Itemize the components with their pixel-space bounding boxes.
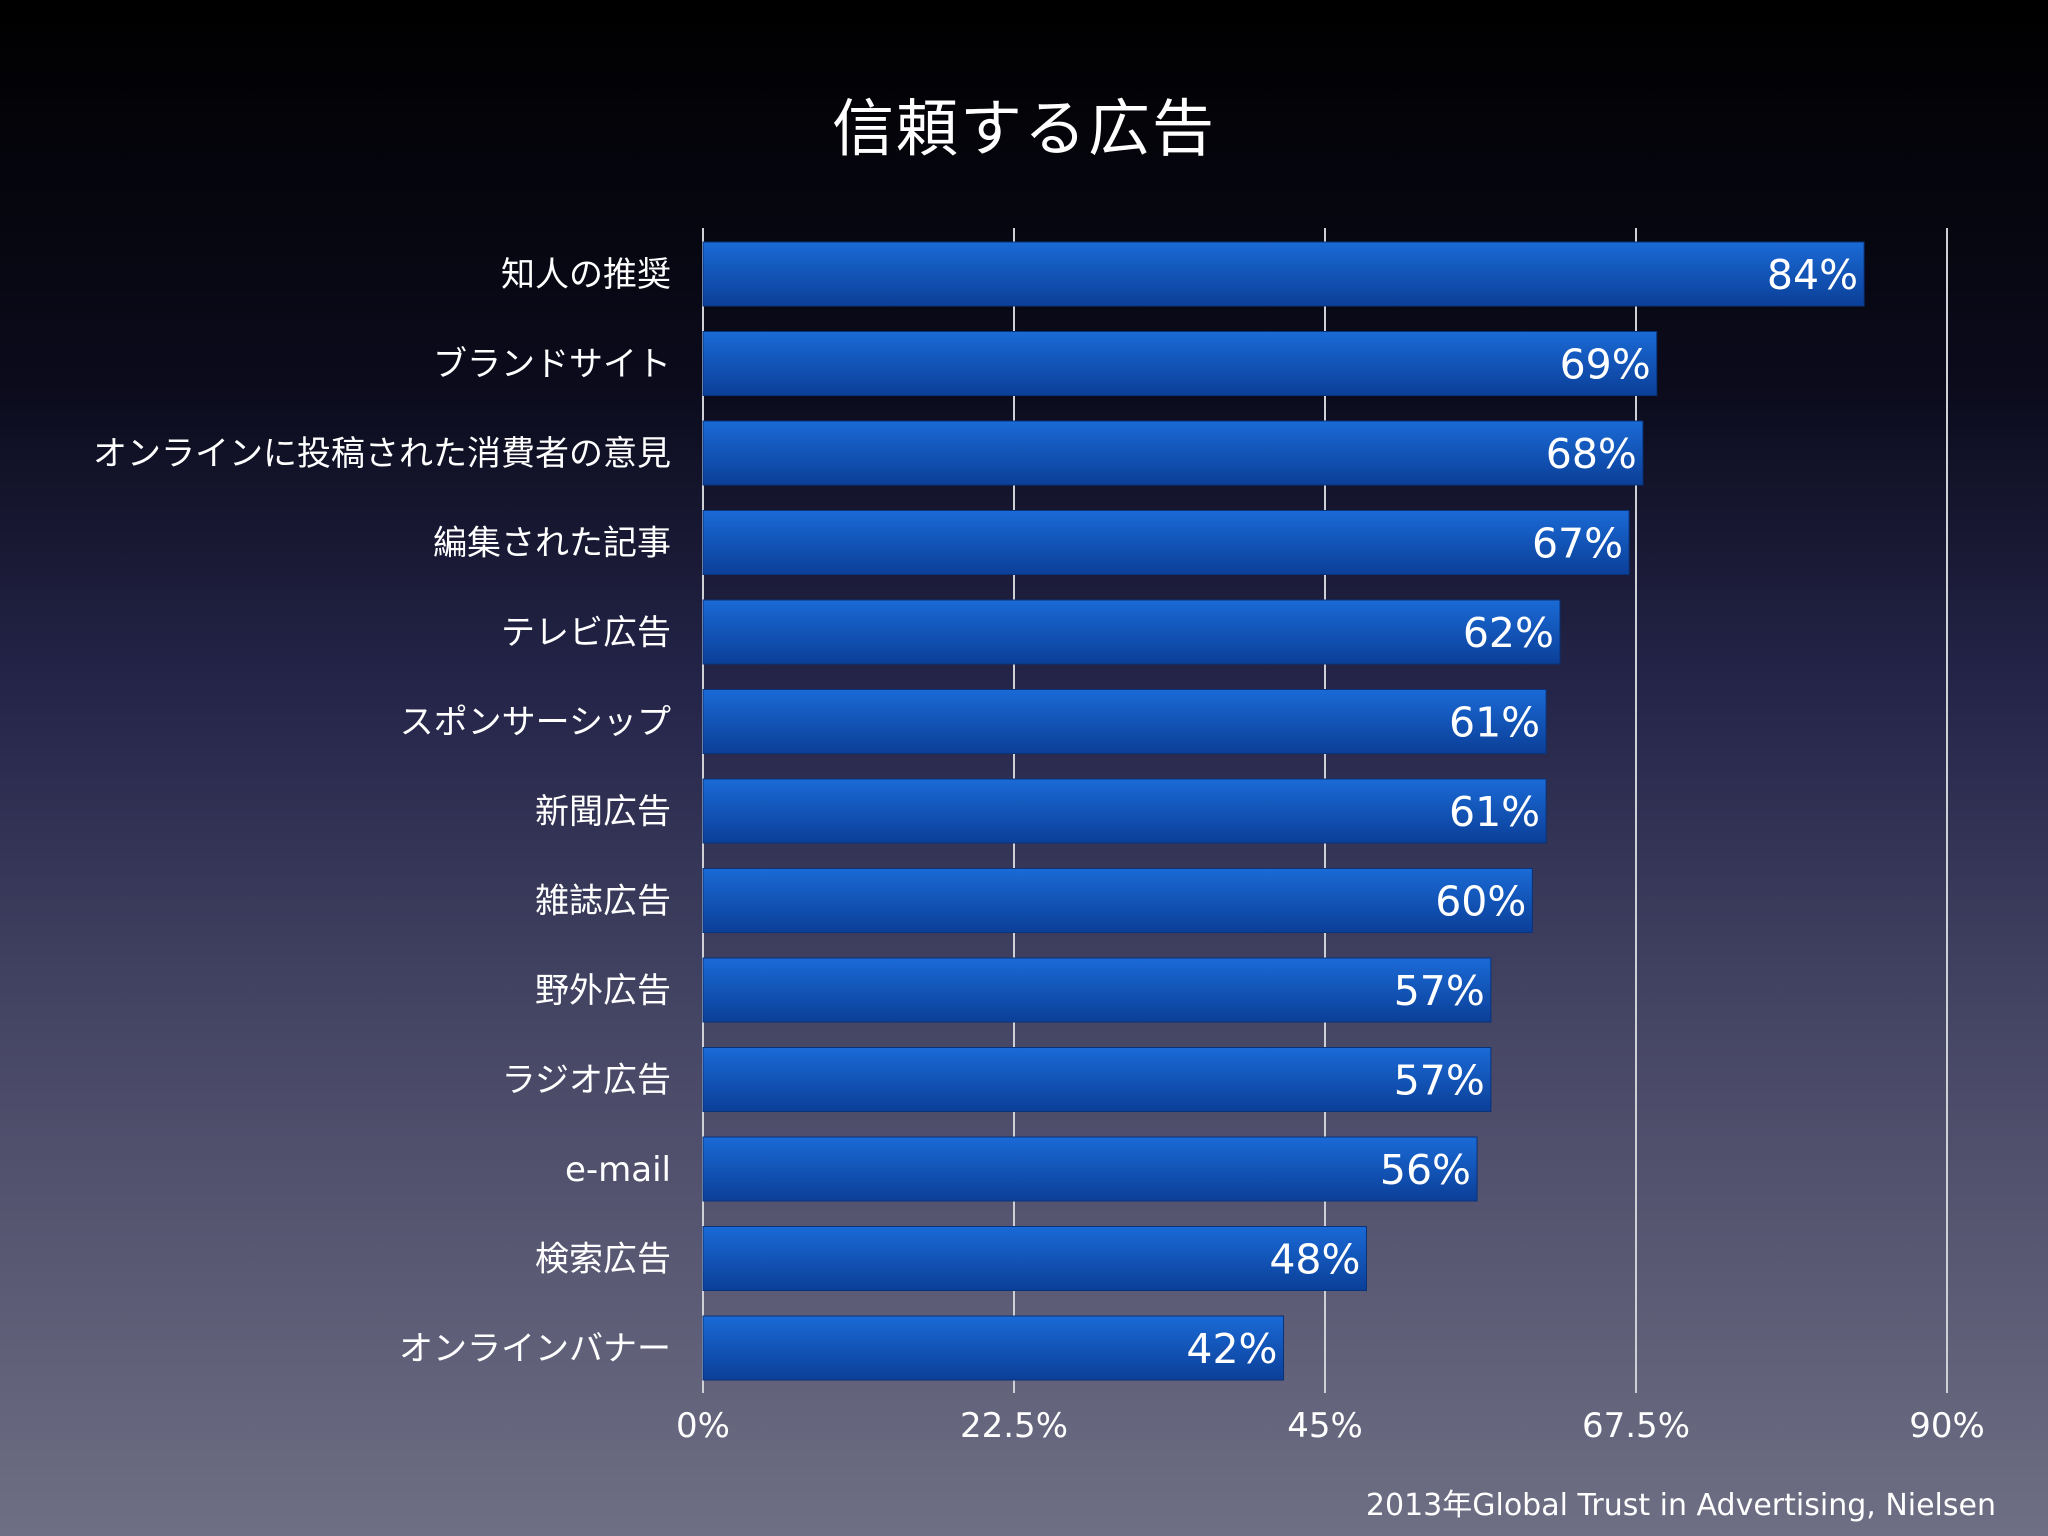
category-label: ラジオ広告 — [502, 1061, 671, 1101]
value-label: 69% — [1560, 341, 1651, 389]
bar — [702, 689, 1547, 754]
value-label: 61% — [1449, 788, 1540, 836]
bar — [702, 420, 1644, 486]
value-label: 57% — [1394, 1057, 1485, 1105]
bar — [702, 1226, 1367, 1291]
x-axis-tick-labels: 0% 22.5% 45% 67.5% 90% — [676, 1406, 1985, 1446]
category-label: 新聞広告 — [535, 792, 671, 832]
x-tick-label: 90% — [1909, 1406, 1985, 1446]
bar — [702, 1136, 1478, 1202]
value-labels: 84% 69% 68% 67% 62% 61% 61% 60% 57% 57% 56% 48% 42% — [1186, 251, 1858, 1373]
category-label: 雑誌広告 — [535, 882, 671, 922]
bar-chart: 知人の推奨ブランドサイトオンラインに投稿された消費者の意見編集された記事テレビ広… — [93, 228, 1985, 1446]
value-label: 42% — [1186, 1325, 1277, 1373]
x-tick-label: 22.5% — [960, 1406, 1068, 1446]
x-tick-label: 45% — [1287, 1406, 1363, 1446]
category-label: 野外広告 — [535, 971, 671, 1011]
chart-title: 信頼する広告 — [831, 92, 1216, 165]
category-label: オンラインバナー — [399, 1329, 671, 1369]
bar — [702, 778, 1547, 844]
value-label: 61% — [1449, 699, 1540, 747]
value-label: 67% — [1532, 520, 1623, 568]
value-label: 60% — [1435, 878, 1526, 926]
bar — [702, 868, 1533, 933]
bars — [702, 241, 1865, 1381]
bar — [702, 510, 1630, 575]
category-label: 編集された記事 — [433, 524, 671, 564]
category-label: テレビ広告 — [501, 613, 671, 653]
category-label: オンラインに投稿された消費者の意見 — [93, 434, 671, 474]
category-label: 検索広告 — [535, 1240, 671, 1280]
bar — [702, 241, 1865, 307]
source-note: 2013年Global Trust in Advertising, Nielse… — [1365, 1488, 1996, 1523]
x-tick-label: 0% — [676, 1406, 730, 1446]
category-label: スポンサーシップ — [400, 703, 671, 743]
bar — [702, 599, 1561, 665]
bar — [702, 1047, 1492, 1112]
bar — [702, 1315, 1285, 1381]
category-label: ブランドサイト — [433, 345, 671, 385]
category-labels: 知人の推奨ブランドサイトオンラインに投稿された消費者の意見編集された記事テレビ広… — [93, 255, 671, 1369]
bar — [702, 957, 1492, 1023]
value-label: 57% — [1394, 967, 1485, 1015]
category-label: e-mail — [565, 1150, 671, 1190]
value-label: 48% — [1269, 1236, 1360, 1284]
x-tick-label: 67.5% — [1582, 1406, 1690, 1446]
value-label: 56% — [1380, 1146, 1471, 1194]
value-label: 62% — [1463, 609, 1554, 657]
value-label: 84% — [1767, 251, 1858, 299]
value-label: 68% — [1546, 430, 1637, 478]
category-label: 知人の推奨 — [501, 255, 671, 295]
bar — [702, 331, 1658, 396]
